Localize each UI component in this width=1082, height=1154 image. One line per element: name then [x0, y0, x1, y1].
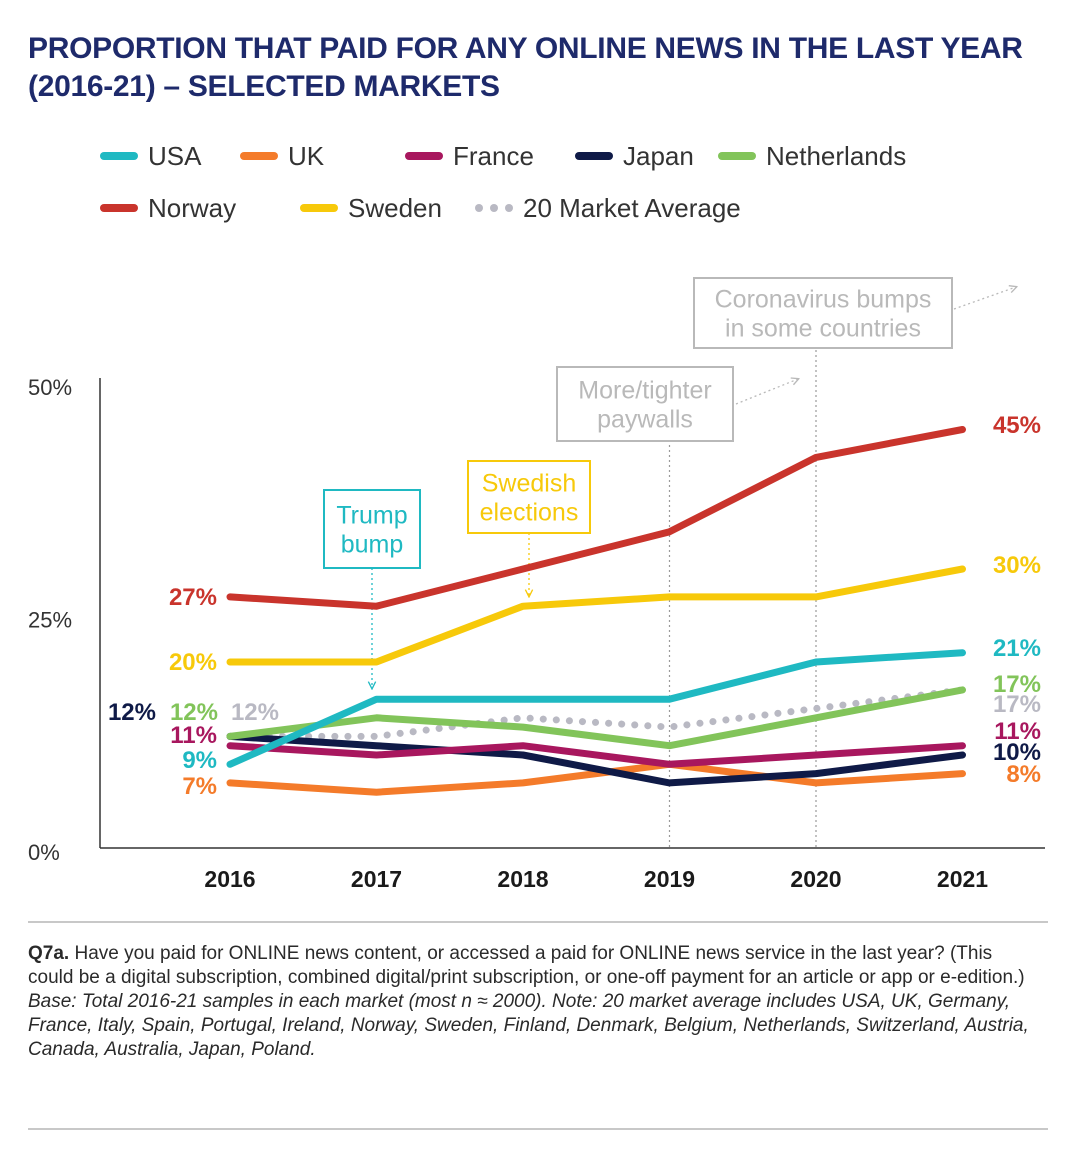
legend-label: Norway: [148, 192, 237, 223]
start-value-label: 20%: [169, 649, 217, 676]
start-value-label: 12%: [108, 699, 156, 726]
legend-swatch: [718, 152, 756, 160]
legend-label: Sweden: [348, 192, 442, 223]
line-chart: 0% 25% 50% 2016 2017 2018 2019 2020 2021 Trumpbum…: [28, 277, 1045, 892]
legend-item-sweden: Sweden: [300, 192, 442, 224]
start-value-label: 9%: [182, 747, 217, 774]
legend-swatch: [575, 152, 613, 160]
end-value-label: 21%: [993, 635, 1041, 662]
footnote-question: Have you paid for ONLINE news content, o…: [28, 943, 1025, 988]
series-line-20-market-average: [226, 686, 966, 740]
legend-swatch: [475, 204, 513, 212]
legend-item-norway: Norway: [100, 192, 236, 224]
annotation-text: paywalls: [597, 406, 693, 434]
series-line-sweden: [226, 565, 966, 666]
legend-swatch: [405, 152, 443, 160]
x-tick-label: 2016: [204, 866, 255, 892]
y-tick-label: 0%: [28, 840, 60, 865]
end-value-label: 45%: [993, 412, 1041, 439]
x-tick-label: 2020: [790, 866, 841, 892]
legend-label: 20 Market Average: [523, 192, 741, 223]
x-tick-label: 2021: [937, 866, 988, 892]
start-value-label: 27%: [169, 584, 217, 611]
end-value-label: 8%: [1006, 761, 1041, 788]
annotation-text: More/tighter: [578, 377, 711, 405]
legend-label: Japan: [623, 140, 694, 171]
legend-item-20-market-average: 20 Market Average: [475, 192, 741, 224]
legend-swatch: [100, 204, 138, 212]
legend-item-usa: USA: [100, 140, 201, 172]
annotation-arrow: [735, 379, 798, 405]
annotation-box: [693, 277, 953, 349]
legend-item-japan: Japan: [575, 140, 694, 172]
series-line-japan: [226, 732, 966, 787]
series-line-usa: [226, 649, 966, 768]
end-value-label: 17%: [993, 691, 1041, 718]
y-tick-label: 25%: [28, 608, 72, 633]
series-line-uk: [226, 760, 966, 796]
annotation-text: Coronavirus bumps: [715, 286, 932, 314]
series-line-france: [226, 742, 966, 768]
footnote-base-note: Base: Total 2016-21 samples in each mark…: [28, 991, 1029, 1060]
end-value-label: 30%: [993, 552, 1041, 579]
x-tick-label: 2017: [351, 866, 402, 892]
footnote: Q7a. Have you paid for ONLINE news conte…: [28, 942, 1038, 1062]
y-tick-label: 50%: [28, 375, 72, 400]
series-line-norway: [226, 426, 966, 610]
annotation-text: Trump: [336, 502, 407, 530]
x-tick-label: 2018: [497, 866, 548, 892]
legend-label: Netherlands: [766, 140, 907, 171]
start-value-label: 11%: [170, 722, 217, 749]
footnote-bottom-divider: [28, 1128, 1048, 1130]
annotation-text: Swedish: [482, 470, 577, 498]
end-value-label: 11%: [994, 718, 1041, 745]
footnote-top-divider: [28, 921, 1048, 923]
legend-label: UK: [288, 140, 325, 171]
x-tick-label: 2019: [644, 866, 695, 892]
annotation-text: bump: [341, 531, 404, 559]
end-value-label: 10%: [993, 739, 1041, 766]
start-value-label: 12%: [231, 699, 279, 726]
legend-swatch: [100, 152, 138, 160]
legend-swatch: [240, 152, 278, 160]
series-line-netherlands: [226, 686, 966, 750]
annotation-arrow: [953, 287, 1016, 310]
legend-label: USA: [148, 140, 202, 171]
legend-item-netherlands: Netherlands: [718, 140, 906, 172]
annotation-text: in some countries: [725, 315, 921, 343]
chart-title: PROPORTION THAT PAID FOR ANY ONLINE NEWS…: [28, 32, 1023, 103]
start-value-label: 7%: [182, 773, 217, 800]
annotation-text: elections: [480, 499, 579, 527]
annotation-box: [323, 489, 421, 569]
legend-item-uk: UK: [240, 140, 324, 172]
start-value-label: 12%: [170, 699, 218, 726]
legend-swatch: [300, 204, 338, 212]
end-value-label: 17%: [993, 671, 1041, 698]
footnote-question-label: Q7a.: [28, 943, 70, 964]
legend-item-france: France: [405, 140, 534, 172]
annotation-box: [556, 366, 734, 442]
legend-label: France: [453, 140, 534, 171]
